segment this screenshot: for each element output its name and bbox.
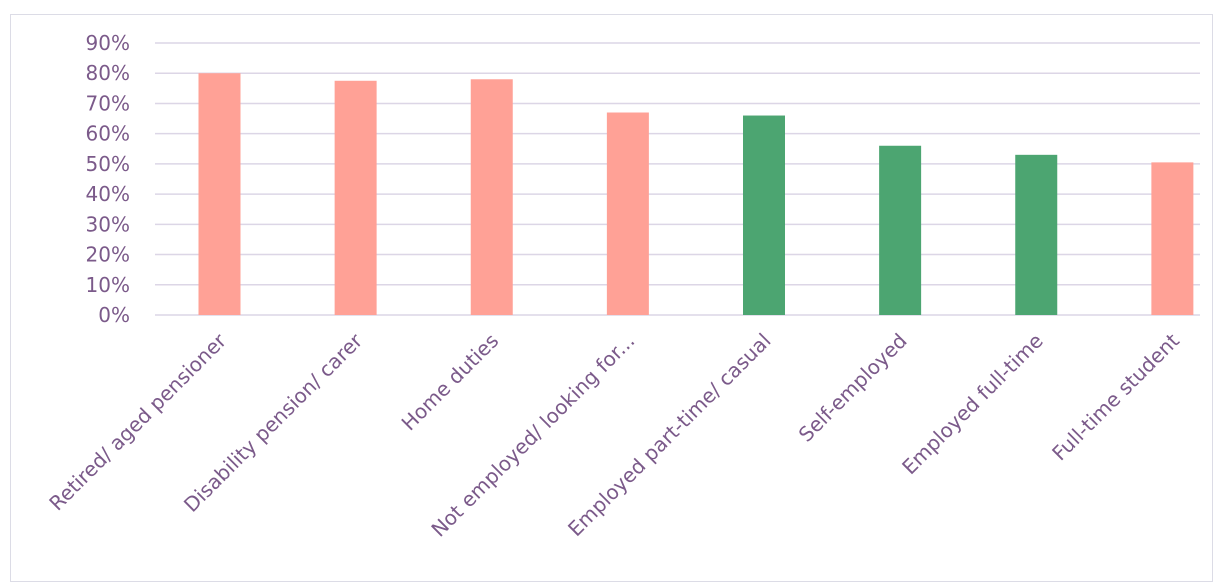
y-tick-label: 30% — [86, 212, 130, 236]
y-tick-label: 60% — [86, 122, 130, 146]
bar — [470, 79, 513, 316]
bar — [879, 145, 922, 315]
bar — [334, 80, 377, 316]
bar — [606, 112, 649, 315]
bars — [198, 73, 1194, 316]
y-tick-label: 20% — [86, 243, 130, 267]
y-tick-label: 50% — [86, 152, 130, 176]
bar — [198, 73, 241, 315]
x-category-label: Home duties — [397, 329, 504, 436]
x-category-label: Self-employed — [794, 329, 912, 447]
y-tick-label: 80% — [86, 61, 130, 85]
bar — [743, 115, 785, 316]
y-tick-label: 40% — [86, 182, 130, 206]
bar — [1151, 162, 1194, 315]
bar — [1015, 154, 1058, 315]
y-axis-ticks: 0% 10% 20% 30% 40% 50% 60% 70% 80% 90% — [86, 31, 130, 327]
y-tick-label: 70% — [86, 91, 130, 115]
y-tick-label: 90% — [86, 31, 130, 55]
x-category-label: Full-time student — [1047, 328, 1184, 465]
y-tick-label: 10% — [86, 273, 130, 297]
x-category-label: Employed full-time — [897, 329, 1048, 480]
y-tick-label: 0% — [98, 303, 130, 327]
